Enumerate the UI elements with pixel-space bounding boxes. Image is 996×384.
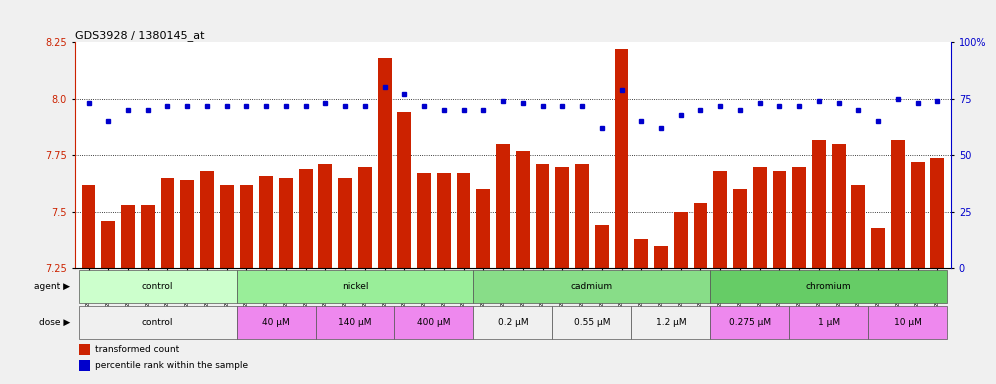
Text: GDS3928 / 1380145_at: GDS3928 / 1380145_at xyxy=(75,30,204,41)
Text: percentile rank within the sample: percentile rank within the sample xyxy=(95,361,248,370)
Text: 1.2 μM: 1.2 μM xyxy=(655,318,686,327)
Bar xyxy=(595,225,609,384)
Bar xyxy=(239,185,253,384)
Bar xyxy=(160,178,174,384)
Bar xyxy=(79,360,91,371)
Bar xyxy=(891,139,904,384)
Bar xyxy=(710,306,789,339)
Bar xyxy=(237,306,316,339)
Bar xyxy=(79,344,91,355)
Bar xyxy=(339,178,352,384)
Text: nickel: nickel xyxy=(342,282,369,291)
Bar xyxy=(437,174,451,384)
Bar xyxy=(237,270,473,303)
Text: control: control xyxy=(141,282,173,291)
Text: 0.55 μM: 0.55 μM xyxy=(574,318,611,327)
Text: control: control xyxy=(141,318,173,327)
Bar xyxy=(575,164,589,384)
Text: 40 μM: 40 μM xyxy=(262,318,290,327)
Bar xyxy=(122,205,134,384)
Bar xyxy=(556,167,569,384)
Text: 0.2 μM: 0.2 μM xyxy=(498,318,528,327)
Bar xyxy=(457,174,470,384)
Bar xyxy=(397,113,411,384)
Text: 400 μM: 400 μM xyxy=(417,318,451,327)
Bar xyxy=(789,306,869,339)
Bar xyxy=(316,306,394,339)
Bar xyxy=(710,270,947,303)
Bar xyxy=(220,185,234,384)
Bar xyxy=(832,144,846,384)
Bar xyxy=(631,306,710,339)
Bar xyxy=(102,221,116,384)
Bar xyxy=(812,139,826,384)
Text: 1 μM: 1 μM xyxy=(818,318,840,327)
Bar xyxy=(476,189,490,384)
Bar xyxy=(634,239,648,384)
Bar xyxy=(733,189,747,384)
Bar xyxy=(674,212,687,384)
Text: cadmium: cadmium xyxy=(571,282,613,291)
Bar xyxy=(299,169,313,384)
Bar xyxy=(654,246,668,384)
Bar xyxy=(200,171,214,384)
Bar xyxy=(140,205,154,384)
Bar xyxy=(872,228,885,384)
Bar xyxy=(553,306,631,339)
Bar xyxy=(852,185,866,384)
Bar xyxy=(869,306,947,339)
Text: 10 μM: 10 μM xyxy=(893,318,921,327)
Text: transformed count: transformed count xyxy=(95,345,179,354)
Bar xyxy=(377,58,391,384)
Bar xyxy=(319,164,333,384)
Text: chromium: chromium xyxy=(806,282,852,291)
Bar xyxy=(358,167,372,384)
Bar xyxy=(516,151,530,384)
Text: dose ▶: dose ▶ xyxy=(39,318,71,327)
Bar xyxy=(473,270,710,303)
Bar xyxy=(773,171,787,384)
Bar xyxy=(180,180,194,384)
Bar xyxy=(753,167,767,384)
Bar xyxy=(713,171,727,384)
Text: agent ▶: agent ▶ xyxy=(34,282,71,291)
Bar xyxy=(473,306,553,339)
Bar xyxy=(792,167,806,384)
Text: 140 μM: 140 μM xyxy=(339,318,372,327)
Text: 0.275 μM: 0.275 μM xyxy=(729,318,771,327)
Bar xyxy=(82,185,96,384)
Bar xyxy=(417,174,431,384)
Bar xyxy=(279,178,293,384)
Bar xyxy=(394,306,473,339)
Bar xyxy=(536,164,550,384)
Bar xyxy=(930,157,944,384)
Bar xyxy=(615,49,628,384)
Bar xyxy=(910,162,924,384)
Bar xyxy=(496,144,510,384)
Bar xyxy=(79,270,237,303)
Bar xyxy=(259,176,273,384)
Bar xyxy=(693,203,707,384)
Bar xyxy=(79,306,237,339)
